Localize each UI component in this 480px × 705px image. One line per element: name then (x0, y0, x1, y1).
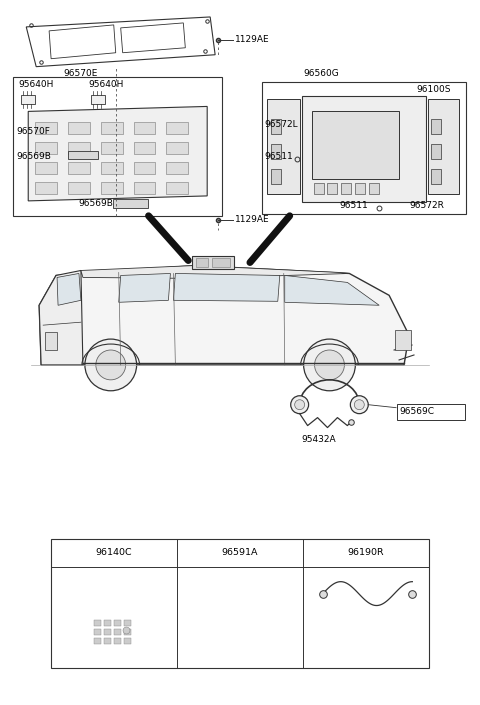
Bar (35, 142, 57, 154)
Text: 1129AE: 1129AE (235, 215, 270, 224)
Circle shape (354, 400, 364, 410)
Bar (35, 123, 57, 134)
Bar (124, 630, 131, 635)
Circle shape (350, 396, 368, 414)
Text: 96140C: 96140C (96, 548, 132, 558)
Circle shape (96, 350, 126, 380)
Bar (431, 169, 441, 184)
Bar (91, 94, 105, 104)
Bar (395, 330, 411, 350)
Bar (13, 77, 222, 216)
Bar (212, 257, 230, 267)
Bar (101, 142, 123, 154)
Text: 1129AE: 1129AE (235, 35, 270, 44)
Text: 96570F: 96570F (16, 127, 50, 136)
Bar (21, 94, 35, 104)
Text: 96511: 96511 (265, 152, 294, 161)
Bar (104, 630, 111, 635)
Polygon shape (301, 97, 426, 202)
Bar (113, 199, 147, 208)
Bar (271, 119, 281, 134)
Text: 95640H: 95640H (88, 80, 123, 89)
Bar (94, 638, 101, 644)
Bar (35, 162, 57, 174)
Bar (312, 111, 399, 179)
Text: 96560G: 96560G (304, 69, 339, 78)
Bar (355, 183, 365, 194)
Bar (327, 183, 337, 194)
Text: 95640H: 95640H (18, 80, 54, 89)
Text: 96570E: 96570E (64, 69, 98, 78)
Bar (271, 145, 281, 159)
Bar (114, 620, 121, 627)
Polygon shape (28, 106, 207, 201)
Polygon shape (57, 274, 81, 305)
Bar (133, 123, 156, 134)
Polygon shape (267, 99, 300, 194)
Bar (167, 123, 188, 134)
Polygon shape (173, 274, 280, 301)
Text: 96190R: 96190R (348, 548, 384, 558)
Bar (167, 162, 188, 174)
Bar (271, 169, 281, 184)
Bar (133, 182, 156, 194)
Polygon shape (81, 266, 349, 278)
Bar (114, 630, 121, 635)
Bar (68, 123, 90, 134)
Bar (68, 142, 90, 154)
Bar (133, 162, 156, 174)
Polygon shape (285, 276, 379, 305)
Bar (45, 332, 57, 350)
Bar (192, 256, 234, 269)
Circle shape (85, 339, 137, 391)
Circle shape (291, 396, 309, 414)
Bar (313, 183, 324, 194)
Bar (431, 119, 441, 134)
Bar (167, 142, 188, 154)
Bar (94, 630, 101, 635)
Polygon shape (428, 99, 459, 194)
Bar (133, 142, 156, 154)
Polygon shape (84, 615, 138, 650)
Polygon shape (222, 611, 256, 649)
Text: 96100S: 96100S (416, 85, 450, 94)
Polygon shape (119, 274, 170, 302)
Bar (124, 620, 131, 627)
Text: 96569C: 96569C (399, 407, 434, 416)
Circle shape (295, 400, 305, 410)
Bar (114, 638, 121, 644)
Bar (196, 257, 208, 267)
Bar (262, 82, 466, 214)
Polygon shape (39, 271, 83, 365)
Bar (104, 620, 111, 627)
Text: 96511: 96511 (339, 202, 368, 210)
Bar (35, 182, 57, 194)
Text: 96569B: 96569B (16, 152, 51, 161)
Text: 96569B: 96569B (78, 200, 113, 209)
Bar (397, 404, 465, 419)
Text: 95432A: 95432A (301, 435, 336, 444)
Text: 96591A: 96591A (222, 548, 258, 558)
Bar (104, 638, 111, 644)
Polygon shape (39, 266, 409, 365)
Bar (431, 145, 441, 159)
Bar (94, 620, 101, 627)
Bar (341, 183, 351, 194)
Bar (167, 182, 188, 194)
Bar (68, 162, 90, 174)
Bar (68, 151, 98, 159)
Bar (51, 539, 429, 668)
Bar (101, 123, 123, 134)
Bar (101, 182, 123, 194)
Text: 96572R: 96572R (409, 202, 444, 210)
Text: 96572L: 96572L (265, 120, 299, 129)
Bar (369, 183, 379, 194)
Circle shape (314, 350, 344, 380)
Bar (124, 638, 131, 644)
Bar (68, 182, 90, 194)
Bar (101, 162, 123, 174)
Circle shape (304, 339, 355, 391)
